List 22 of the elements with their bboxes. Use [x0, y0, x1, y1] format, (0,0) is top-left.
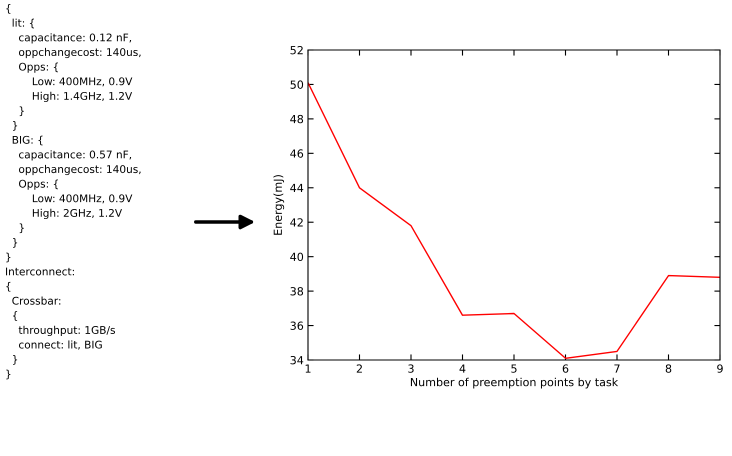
x-tick-label: 3 — [408, 364, 414, 373]
x-tick-label: 1 — [306, 364, 311, 373]
x-tick-label: 8 — [666, 364, 672, 373]
x-tick-label: 2 — [356, 364, 362, 373]
y-tick-label: 50 — [290, 80, 304, 89]
y-tick-label: 34 — [290, 356, 304, 364]
y-tick-label: 40 — [290, 252, 304, 262]
y-axis-title: Energy(mJ) — [273, 175, 284, 235]
y-tick-label: 42 — [290, 218, 303, 226]
x-axis-title: Number of preemption points by task — [410, 378, 618, 388]
y-tick-label: 36 — [290, 322, 304, 330]
x-tick-label: 5 — [511, 364, 517, 373]
x-tick-label: 4 — [460, 364, 466, 373]
y-tick-label: 44 — [290, 184, 304, 192]
y-tick-label: 46 — [290, 149, 304, 158]
x-tick-label: 7 — [614, 364, 620, 373]
text: { lit: { capacitance: 0.12 nF, oppchangecost: 140us, Opps: { Low: 400MHz, 0.9V High: 1.4GHz, 1.2V } } BIG: { capacitance: 0.57 nF, oppchangecost: 140us, Opps: { Low: 400MHz, 0.9V High: 2GHz, 1.2V } } } Interconnect: { Crossbar: { throughput: 1GB/s connect: lit, BIG } } — [6, 4, 141, 380]
x-tick-label: 6 — [562, 364, 568, 373]
y-tick-label: 52 — [290, 46, 303, 54]
y-tick-label: 48 — [290, 114, 304, 124]
x-tick-label: 9 — [717, 364, 723, 373]
y-tick-label: 38 — [290, 287, 304, 296]
